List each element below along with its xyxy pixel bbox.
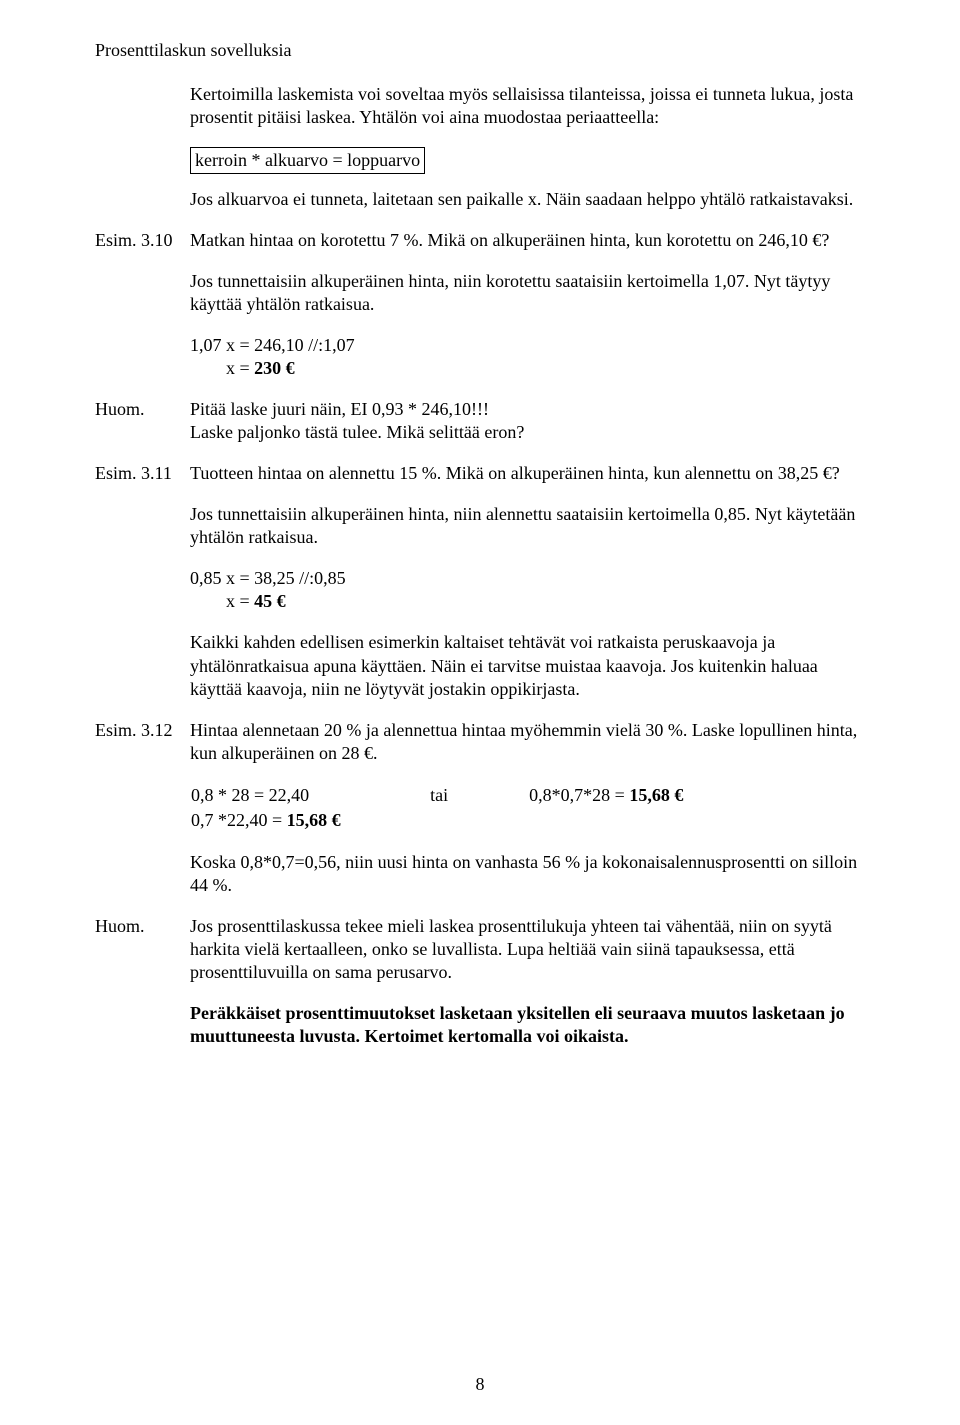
calc-right: 0,8*0,7*28 = 15,68 € (528, 783, 684, 808)
summary-bold: Peräkkäiset prosenttimuutokset lasketaan… (190, 1002, 865, 1048)
equation-result: 45 € (254, 591, 286, 611)
page-title: Prosenttilaskun sovelluksia (95, 40, 865, 61)
note-2: Huom. Jos prosenttilaskussa tekee mieli … (95, 915, 865, 984)
example-3-11-post: Kaikki kahden edellisen esimerkin kaltai… (190, 631, 865, 700)
equation-line-1: 0,85 x = 38,25 //:0,85 (190, 567, 865, 590)
calc-right-value: 15,68 € (629, 785, 683, 805)
formula-box: kerroin * alkuarvo = loppuarvo (190, 147, 425, 174)
note-text: Jos prosenttilaskussa tekee mieli laskea… (190, 915, 865, 984)
example-3-10-explain: Jos tunnettaisiin alkuperäinen hinta, ni… (190, 270, 865, 316)
example-label: Esim. 3.10 (95, 229, 190, 252)
example-text: Hintaa alennetaan 20 % ja alennettua hin… (190, 719, 865, 765)
equation-prefix: x = (226, 358, 254, 378)
example-3-12-post: Koska 0,8*0,7=0,56, niin uusi hinta on v… (190, 851, 865, 897)
equation-line-2: x = 230 € (190, 357, 865, 380)
equation-line-1: 1,07 x = 246,10 //:1,07 (190, 334, 865, 357)
document-page: Prosenttilaskun sovelluksia Kertoimilla … (0, 0, 960, 1425)
intro-paragraph-1: Kertoimilla laskemista voi soveltaa myös… (190, 83, 865, 129)
example-3-11: Esim. 3.11 Tuotteen hintaa on alennettu … (95, 462, 865, 485)
equation-prefix: x = (226, 591, 254, 611)
example-3-12: Esim. 3.12 Hintaa alennetaan 20 % ja ale… (95, 719, 865, 765)
example-text: Tuotteen hintaa on alennettu 15 %. Mikä … (190, 462, 865, 485)
calc-tai: tai (429, 783, 528, 808)
example-3-11-equation: 0,85 x = 38,25 //:0,85 x = 45 € (190, 567, 865, 613)
page-number: 8 (476, 1374, 485, 1395)
note-label: Huom. (95, 398, 190, 444)
note-1: Huom. Pitää laske juuri näin, EI 0,93 * … (95, 398, 865, 444)
note-label: Huom. (95, 915, 190, 984)
intro-paragraph-2: Jos alkuarvoa ei tunneta, laitetaan sen … (190, 188, 865, 211)
note-line-2: Laske paljonko tästä tulee. Mikä selittä… (190, 421, 865, 444)
example-3-11-explain: Jos tunnettaisiin alkuperäinen hinta, ni… (190, 503, 865, 549)
example-3-10-equation: 1,07 x = 246,10 //:1,07 x = 230 € (190, 334, 865, 380)
calc-left-2: 0,7 *22,40 = 15,68 € (190, 808, 429, 833)
note-line-1: Pitää laske juuri näin, EI 0,93 * 246,10… (190, 398, 865, 421)
calc-left-1: 0,8 * 28 = 22,40 (190, 783, 429, 808)
equation-line-2: x = 45 € (190, 590, 865, 613)
calc-right-prefix: 0,8*0,7*28 = (529, 785, 629, 805)
example-text: Matkan hintaa on korotettu 7 %. Mikä on … (190, 229, 865, 252)
calc-left-2-value: 15,68 € (287, 810, 341, 830)
calc-left-2-prefix: 0,7 *22,40 = (191, 810, 287, 830)
example-label: Esim. 3.12 (95, 719, 190, 765)
example-label: Esim. 3.11 (95, 462, 190, 485)
example-3-10: Esim. 3.10 Matkan hintaa on korotettu 7 … (95, 229, 865, 252)
example-3-12-calc: 0,8 * 28 = 22,40 tai 0,8*0,7*28 = 15,68 … (190, 783, 865, 833)
note-body: Pitää laske juuri näin, EI 0,93 * 246,10… (190, 398, 865, 444)
equation-result: 230 € (254, 358, 295, 378)
